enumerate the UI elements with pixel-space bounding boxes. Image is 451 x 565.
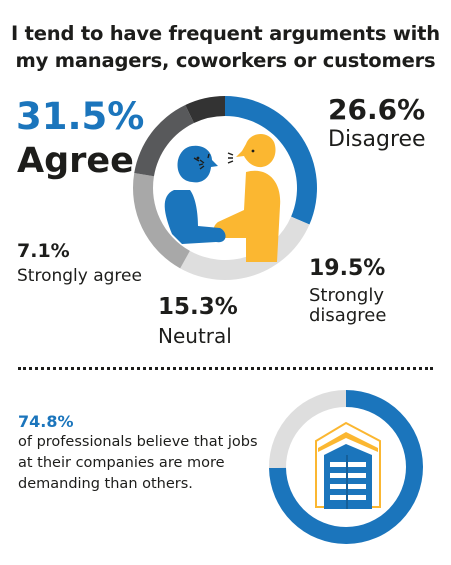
agree-label: Agree bbox=[17, 141, 134, 181]
slice-strongly-disagree bbox=[133, 173, 190, 269]
building-ring-chart bbox=[269, 390, 423, 544]
ring-segment-remaining bbox=[269, 390, 346, 468]
strongly-agree-label: Strongly agree bbox=[17, 266, 142, 286]
stat-description: of professionals believe that jobs at th… bbox=[18, 434, 258, 492]
slice-strongly-agree bbox=[185, 96, 225, 124]
neutral-value: 15.3% bbox=[158, 294, 238, 320]
strongly-disagree-label: Strongly disagree bbox=[309, 285, 387, 326]
disagree-label: Disagree bbox=[328, 127, 426, 152]
stat-value: 74.8% bbox=[18, 412, 74, 431]
donut-slices bbox=[133, 96, 317, 281]
blue-person-eye-icon bbox=[196, 156, 200, 160]
speech-marks-icon bbox=[193, 152, 234, 170]
title-line-1: I tend to have frequent arguments with bbox=[11, 22, 440, 45]
strongly-agree-value: 7.1% bbox=[17, 240, 70, 262]
slice-agree bbox=[225, 96, 317, 225]
chart-title: I tend to have frequent arguments with m… bbox=[0, 20, 451, 74]
disagree-value: 26.6% bbox=[328, 93, 426, 126]
title-line-2: my managers, coworkers or customers bbox=[15, 49, 436, 72]
yellow-person-eye-icon bbox=[251, 149, 255, 153]
office-building-icon bbox=[315, 421, 381, 509]
slice-disagree bbox=[180, 216, 310, 281]
agree-value: 31.5% bbox=[16, 95, 145, 138]
neutral-label: Neutral bbox=[158, 324, 232, 348]
yellow-person-head-icon bbox=[236, 133, 276, 168]
yellow-person-body-icon bbox=[213, 170, 281, 262]
arguing-people-illustration bbox=[164, 133, 281, 262]
blue-person-body-icon bbox=[164, 190, 226, 244]
slice-neutral bbox=[134, 105, 194, 177]
dotted-divider bbox=[18, 367, 433, 370]
blue-person-head-icon bbox=[177, 145, 218, 183]
strongly-disagree-value: 19.5% bbox=[309, 256, 386, 281]
